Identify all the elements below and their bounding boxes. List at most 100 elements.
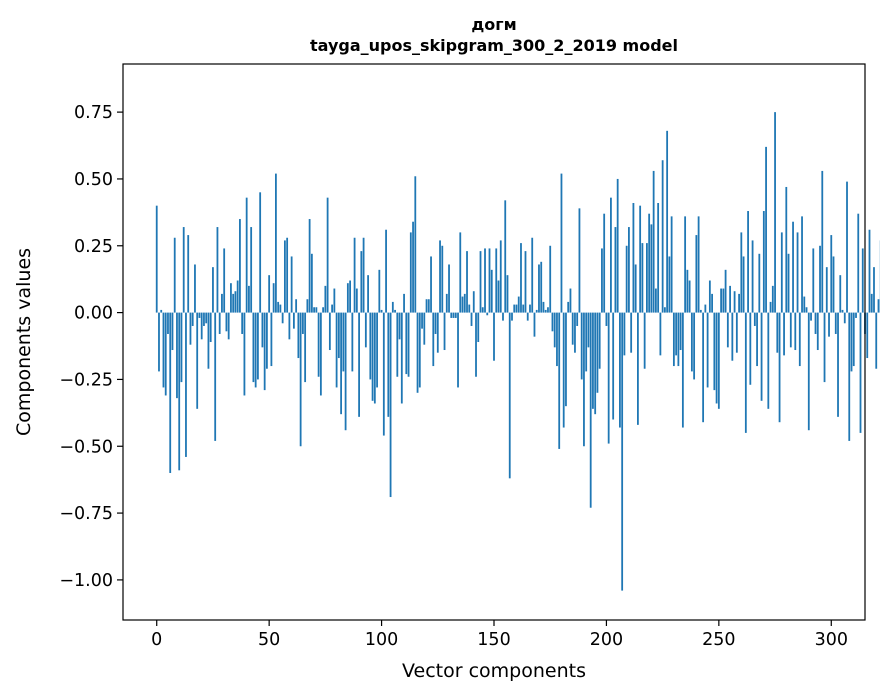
bar-171	[540, 261, 543, 313]
bar-247	[711, 293, 713, 313]
bar-214	[637, 312, 639, 425]
bar-135	[459, 232, 462, 313]
x-tick-label-150: 150	[477, 630, 510, 650]
bar-241	[697, 216, 700, 313]
y-tick-label-7: 0.75	[74, 103, 113, 123]
bar-277	[778, 312, 781, 423]
bar-24	[209, 312, 212, 342]
bar-94	[367, 275, 369, 313]
bar-27	[216, 227, 219, 313]
bar-233	[679, 312, 682, 351]
bar-314	[861, 248, 864, 313]
bar-81	[337, 312, 340, 359]
bar-221	[652, 170, 655, 313]
bar-42	[250, 227, 253, 313]
bar-172	[542, 301, 545, 313]
bar-0	[155, 205, 158, 313]
bar-79	[333, 288, 336, 313]
bar-213	[634, 264, 637, 313]
bar-201	[607, 312, 610, 444]
bar-320	[875, 312, 878, 369]
bar-30	[223, 248, 226, 313]
bar-183	[567, 301, 570, 313]
bar-45	[257, 312, 259, 380]
bar-295	[819, 245, 821, 313]
y-tick-label-5: 0.25	[74, 237, 113, 257]
x-tick-label-300: 300	[815, 630, 848, 650]
bar-112	[407, 312, 410, 377]
bar-134	[457, 312, 459, 388]
bar-84	[344, 312, 347, 431]
bar-165	[526, 312, 529, 321]
bar-196	[596, 312, 599, 393]
bar-204	[614, 227, 617, 313]
bar-41	[248, 285, 250, 313]
bar-49	[266, 312, 268, 369]
bar-301	[832, 256, 835, 313]
bar-28	[218, 312, 221, 334]
x-axis-label: Vector components	[402, 660, 586, 682]
bar-136	[461, 296, 464, 313]
bar-245	[706, 312, 709, 388]
bar-29	[221, 293, 223, 313]
bar-182	[565, 312, 567, 407]
y-tick-label-2: −0.50	[59, 437, 113, 457]
bar-235	[684, 216, 687, 313]
bar-216	[641, 243, 644, 313]
bar-294	[816, 312, 819, 351]
bar-283	[792, 221, 794, 313]
bar-132	[452, 312, 455, 318]
bar-191	[585, 312, 588, 372]
bar-197	[598, 312, 601, 369]
bar-31	[225, 312, 228, 332]
bar-293	[814, 312, 817, 334]
bar-154	[502, 312, 504, 321]
bar-232	[677, 312, 680, 367]
bar-149	[490, 269, 493, 313]
bar-292	[812, 248, 815, 313]
bar-299	[828, 312, 830, 337]
bar-37	[239, 219, 241, 313]
bar-202	[610, 197, 612, 313]
bar-150	[493, 312, 495, 361]
bar-208	[623, 312, 626, 356]
bar-21	[203, 312, 205, 326]
bar-280	[785, 186, 788, 313]
bar-242	[699, 309, 702, 313]
bar-284	[794, 312, 797, 351]
bar-220	[650, 224, 653, 313]
bar-117	[418, 312, 421, 388]
bar-269	[760, 312, 763, 401]
bar-254	[726, 312, 729, 348]
bar-270	[762, 211, 765, 313]
bar-138	[466, 251, 468, 313]
bar-279	[783, 312, 785, 356]
bar-161	[517, 296, 520, 313]
x-tick-label-200: 200	[590, 630, 623, 650]
bar-22	[205, 312, 208, 324]
bar-12	[182, 227, 185, 313]
bar-275	[774, 112, 776, 313]
bar-316	[866, 312, 869, 359]
bar-152	[497, 280, 500, 313]
bar-240	[695, 235, 698, 313]
bar-244	[704, 304, 707, 313]
bar-227	[666, 130, 669, 313]
bar-104	[389, 312, 392, 498]
bar-246	[708, 280, 711, 313]
bar-1	[158, 312, 160, 372]
bar-200	[605, 312, 608, 326]
bar-261	[742, 256, 745, 313]
bar-203	[612, 312, 615, 420]
bar-266	[753, 312, 756, 326]
bar-225	[661, 160, 664, 313]
bar-13	[185, 312, 187, 457]
bar-3	[162, 312, 165, 388]
x-tick-label-100: 100	[365, 630, 398, 650]
bar-248	[713, 312, 716, 391]
bar-274	[771, 285, 774, 313]
bar-297	[823, 312, 826, 383]
bar-249	[715, 312, 718, 404]
bar-105	[391, 301, 394, 313]
bar-88	[353, 237, 356, 313]
